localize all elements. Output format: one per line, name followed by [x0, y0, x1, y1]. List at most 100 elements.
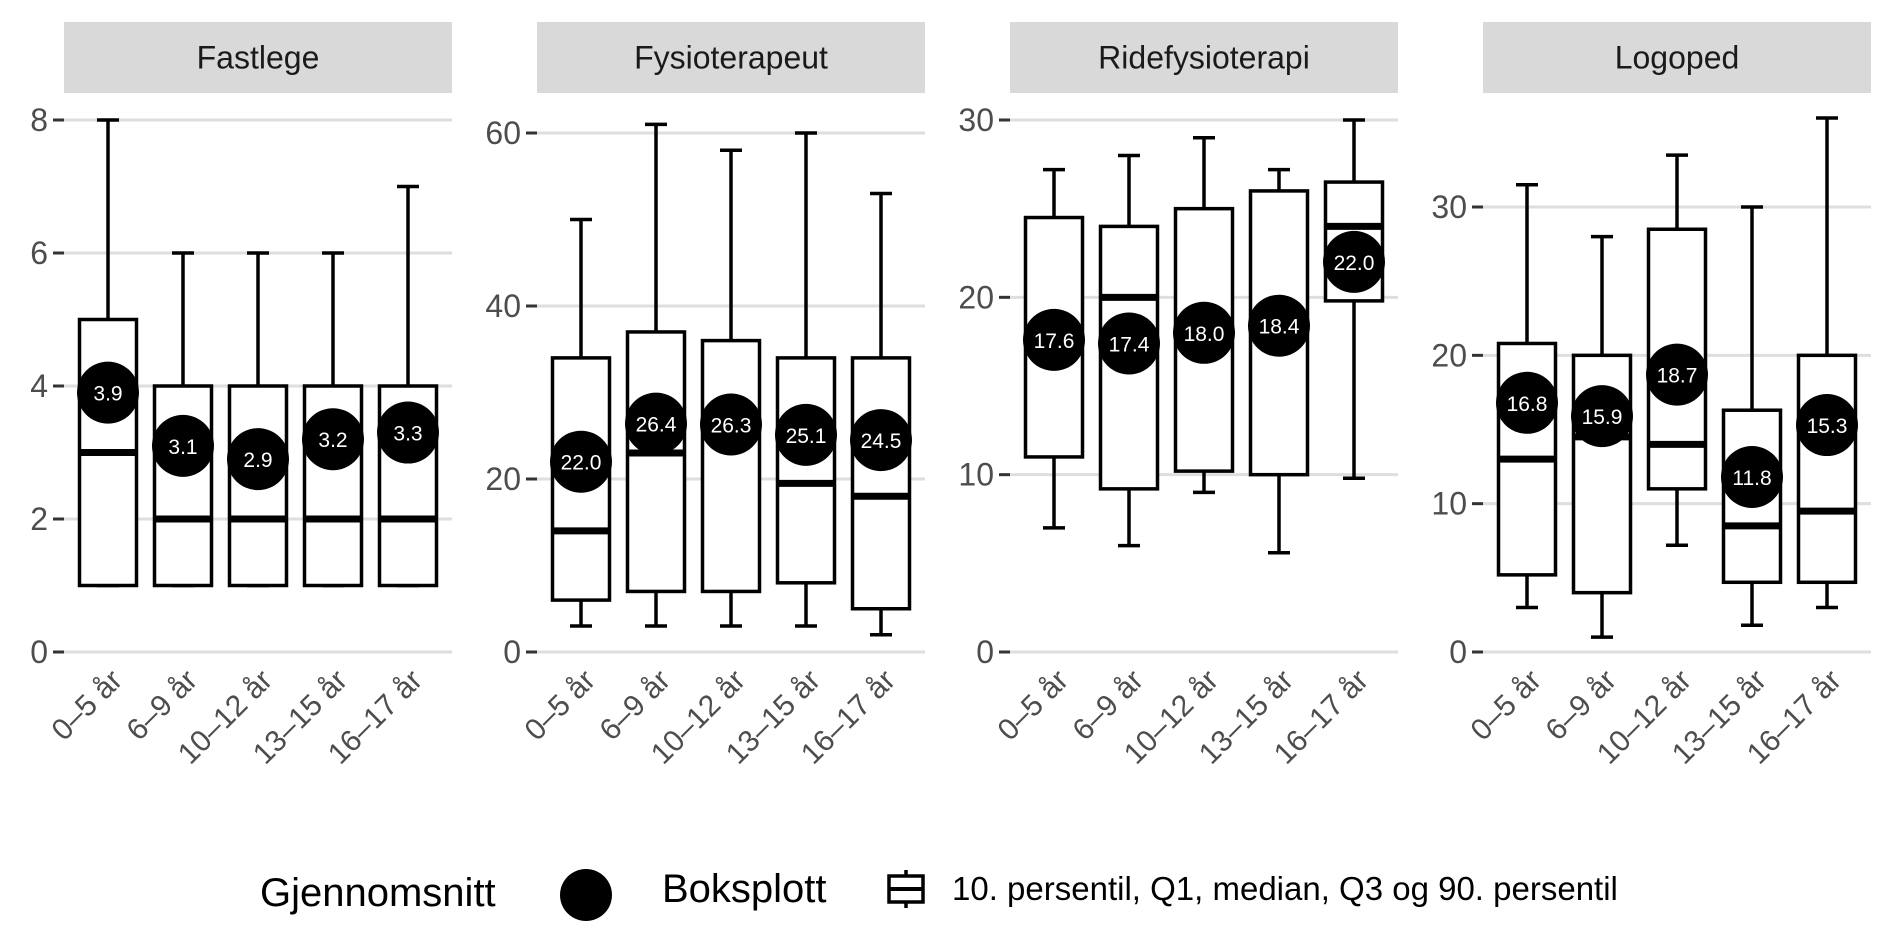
mean-label: 3.9	[93, 383, 122, 406]
x-tick-label: 0–5 år	[45, 664, 128, 747]
y-tick-label: 20	[1431, 337, 1467, 373]
boxplot: 3.3	[377, 184, 439, 588]
mean-point	[1721, 445, 1783, 508]
y-tick-label: 0	[976, 634, 994, 670]
panel-strip	[537, 22, 925, 93]
y-tick-label: 8	[30, 102, 48, 138]
y-tick-label: 20	[485, 461, 521, 497]
mean-point	[1796, 394, 1858, 457]
boxplot: 18.7	[1646, 153, 1708, 547]
mean-point	[1496, 371, 1558, 434]
mean-point	[227, 428, 289, 491]
y-tick-label: 40	[485, 288, 521, 324]
y-tick-label: 30	[958, 102, 994, 138]
y-tick-label: 6	[30, 235, 48, 271]
mean-point	[1248, 294, 1310, 357]
x-tick-label: 0–5 år	[518, 664, 601, 747]
y-tick-label: 60	[485, 115, 521, 151]
mean-point	[775, 403, 837, 466]
boxplot: 15.9	[1571, 234, 1633, 639]
boxplot: 17.6	[1023, 167, 1085, 530]
mean-label: 15.3	[1807, 415, 1848, 438]
boxplot: 11.8	[1721, 205, 1783, 628]
mean-label: 2.9	[243, 449, 272, 472]
x-tick-label: 0–5 år	[1464, 664, 1547, 747]
mean-label: 18.0	[1184, 323, 1225, 346]
boxplot: 15.3	[1796, 116, 1858, 610]
y-tick-label: 10	[1431, 486, 1467, 522]
y-tick-label: 30	[1431, 189, 1467, 225]
boxplot: 2.9	[227, 251, 289, 588]
mean-label: 11.8	[1732, 467, 1771, 490]
y-tick-label: 10	[958, 457, 994, 493]
box-iqr	[775, 356, 837, 585]
legend: Gjennomsnitt Boksplott 10. persentil, Q1…	[260, 867, 1618, 921]
legend-box-title: Boksplott	[662, 867, 827, 911]
panel-title: Logoped	[1615, 40, 1740, 76]
mean-label: 16.8	[1507, 393, 1548, 416]
legend-mean-title: Gjennomsnitt	[260, 871, 496, 915]
y-tick-label: 0	[1449, 634, 1467, 670]
boxplot: 24.5	[850, 191, 912, 637]
boxplot: 22.0	[1323, 118, 1385, 480]
boxplot: 16.8	[1496, 183, 1558, 610]
mean-point	[850, 409, 912, 472]
mean-label: 25.1	[786, 425, 827, 448]
box-iqr	[850, 356, 912, 611]
box-iqr	[1796, 353, 1858, 585]
mean-point	[1173, 301, 1235, 364]
mean-point	[152, 414, 214, 477]
y-tick-label: 0	[30, 634, 48, 670]
boxplot: 22.0	[550, 217, 612, 628]
mean-label: 18.4	[1259, 316, 1300, 339]
mean-point	[700, 393, 762, 456]
panel-title: Fastlege	[197, 40, 320, 76]
mean-label: 26.4	[636, 414, 677, 437]
boxplot: 26.3	[700, 148, 762, 628]
boxplot: 3.9	[77, 118, 139, 588]
box-iqr	[700, 338, 762, 594]
y-tick-label: 2	[30, 501, 48, 537]
panel-ridefysioterapi: Ridefysioterapi 0 10 20 30 17.6 17.4 18.0 18.4 22…	[958, 22, 1398, 771]
mean-label: 24.5	[861, 430, 902, 453]
panel-fysioterapeut: Fysioterapeut 0 20 40 60 22.0 26.4 26.3 25.1 24.5…	[485, 22, 925, 771]
boxplot: 18.0	[1173, 135, 1235, 495]
panel-title: Ridefysioterapi	[1098, 40, 1310, 76]
mean-point	[625, 392, 687, 455]
legend-boxplot-key-icon	[887, 870, 925, 908]
x-tick-label: 0–5 år	[991, 664, 1074, 747]
mean-label: 22.0	[1334, 252, 1375, 275]
mean-point	[1571, 385, 1633, 448]
mean-label: 17.6	[1034, 330, 1075, 353]
panel-title: Fysioterapeut	[634, 40, 828, 76]
mean-label: 26.3	[711, 415, 752, 438]
mean-point	[302, 408, 364, 471]
mean-label: 3.1	[168, 436, 197, 459]
boxplot: 3.1	[152, 251, 214, 588]
box-iqr	[625, 330, 687, 594]
mean-label: 17.4	[1109, 333, 1150, 356]
legend-mean-key-icon	[560, 869, 612, 921]
mean-point	[77, 361, 139, 424]
panel-strip	[1483, 22, 1871, 93]
mean-point	[377, 401, 439, 464]
mean-label: 18.7	[1657, 365, 1698, 388]
panel-strip	[1010, 22, 1398, 93]
mean-label: 3.3	[393, 423, 422, 446]
mean-point	[550, 430, 612, 493]
legend-box-description: 10. persentil, Q1, median, Q3 og 90. per…	[952, 870, 1618, 907]
mean-label: 22.0	[561, 452, 602, 475]
mean-point	[1023, 308, 1085, 371]
y-tick-label: 0	[503, 634, 521, 670]
panel-strip	[64, 22, 452, 93]
y-tick-label: 4	[30, 368, 48, 404]
panel-logoped: Logoped 0 10 20 30 16.8 15.9 18.7 11.8 15.3 0–5 år…	[1431, 22, 1871, 771]
boxplot: 18.4	[1248, 167, 1310, 555]
boxplot: 3.2	[302, 251, 364, 588]
mean-label: 15.9	[1582, 406, 1623, 429]
boxplot: 25.1	[775, 131, 837, 628]
mean-point	[1098, 312, 1160, 375]
mean-point	[1323, 230, 1385, 293]
